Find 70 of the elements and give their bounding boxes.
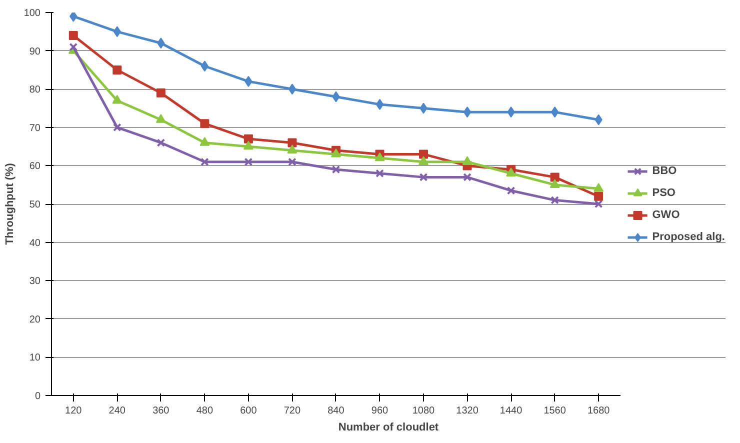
point (200, 137, 210, 146)
point (376, 169, 384, 178)
x-tick-label: 120 (65, 406, 82, 416)
x-tick-label: 1560 (544, 406, 566, 416)
point (288, 158, 296, 166)
y-tick-label: 40 (29, 238, 41, 249)
point (112, 94, 122, 104)
point (550, 106, 559, 118)
y-tick-label: 0 (34, 391, 41, 402)
point (156, 138, 166, 147)
legend-label: GWO (652, 208, 680, 220)
x-tick-label: 960 (371, 406, 389, 416)
legend-label: PSO (652, 186, 676, 198)
point (288, 138, 297, 148)
y-tick-label: 70 (29, 122, 41, 134)
point (243, 140, 254, 150)
point (69, 42, 78, 52)
point (112, 65, 122, 74)
y-tick-label: 80 (29, 84, 41, 96)
legend-label: BBO (652, 164, 677, 176)
point (330, 148, 341, 158)
point (156, 114, 166, 123)
x-tick-label: 480 (196, 406, 214, 416)
point (70, 12, 78, 22)
point (419, 150, 428, 159)
x-tick-label: 720 (284, 406, 301, 416)
x-tick-label: 1320 (456, 406, 479, 416)
point (594, 200, 603, 208)
y-tick-label: 30 (29, 276, 41, 288)
x-tick-label: 240 (108, 406, 126, 416)
point (68, 30, 78, 40)
point (506, 186, 516, 195)
point (462, 156, 472, 165)
point (550, 172, 560, 182)
y-tick-label: 50 (29, 200, 41, 210)
point (288, 84, 296, 95)
y-tick-label: 100 (24, 8, 41, 19)
y-tick-label: 60 (29, 161, 41, 172)
point (156, 88, 166, 98)
point (419, 173, 428, 182)
point (463, 173, 472, 182)
x-tick-label: 1680 (587, 406, 610, 416)
y-tick-label: 90 (29, 46, 41, 58)
y-tick-label: 20 (29, 314, 41, 326)
y-axis-title: Throughput (%) (4, 162, 16, 245)
point (550, 196, 559, 204)
point (463, 106, 472, 118)
point (244, 158, 253, 166)
point (594, 192, 604, 201)
x-tick-label: 360 (152, 406, 170, 416)
point (287, 144, 298, 154)
point (112, 123, 122, 132)
point (200, 60, 209, 72)
x-tick-label: 1440 (500, 406, 523, 416)
point (374, 152, 385, 162)
x-tick-label: 600 (240, 406, 258, 416)
point (418, 156, 429, 165)
point (200, 158, 209, 166)
y-tick-label: 10 (29, 352, 41, 364)
x-tick-label: 1080 (412, 406, 436, 416)
point (506, 168, 516, 176)
x-tick-label: 840 (328, 406, 345, 416)
x-axis-title: Number of cloudlet (338, 422, 439, 434)
legend-label: Proposed alg. (652, 230, 725, 242)
point (332, 165, 340, 174)
point (376, 98, 384, 110)
point (200, 119, 210, 128)
point (244, 134, 253, 144)
point (550, 179, 560, 188)
point (594, 182, 604, 192)
